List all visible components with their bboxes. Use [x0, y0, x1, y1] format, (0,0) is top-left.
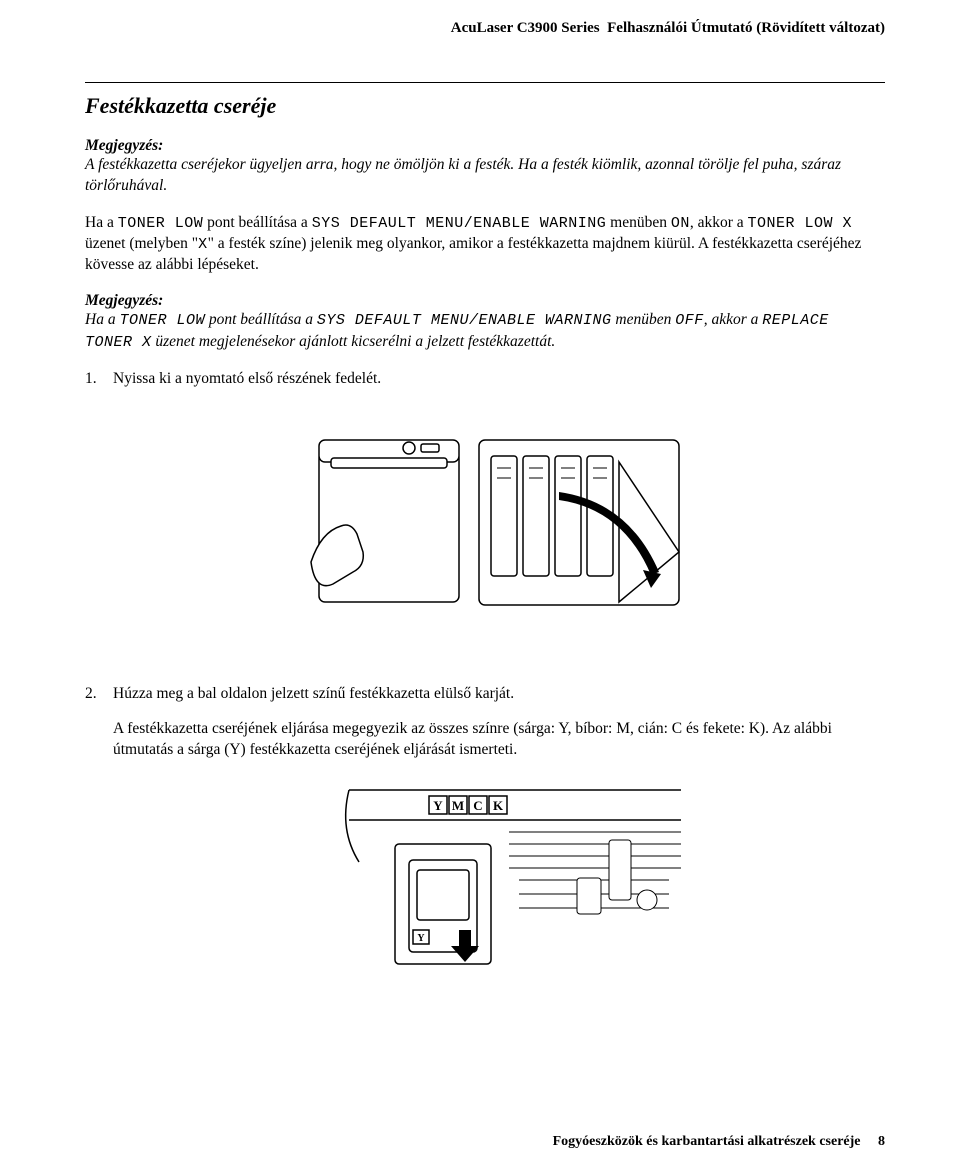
page-footer: Fogyóeszközök és karbantartási alkatrész… — [553, 1134, 885, 1150]
step-text: Nyissa ki a nyomtató első részének fedel… — [113, 370, 381, 387]
code-on: ON — [671, 215, 690, 232]
figure-open-front — [113, 412, 885, 632]
step-number: 1. — [85, 369, 97, 390]
page-header: AcuLaser C3900 Series Felhasználói Útmut… — [85, 20, 885, 82]
step-2-extra: A festékkazetta cseréjének eljárása mege… — [113, 719, 885, 761]
note-2: Megjegyzés: Ha a TONER LOW pont beállítá… — [85, 292, 885, 353]
step-number: 2. — [85, 684, 97, 705]
note-label: Megjegyzés: — [85, 137, 885, 155]
code-enable-warning: ENABLE WARNING — [478, 312, 611, 329]
page-number: 8 — [878, 1134, 885, 1149]
step-1: 1. Nyissa ki a nyomtató első részének fe… — [85, 369, 885, 632]
code-enable-warning: ENABLE WARNING — [473, 215, 606, 232]
ymck-m-label: M — [452, 798, 464, 813]
figure-toner-lever: Y M C K Y — [113, 780, 885, 990]
code-toner-low: TONER LOW — [118, 215, 204, 232]
ymck-y-label: Y — [433, 798, 443, 813]
note-body: A festékkazetta cseréjekor ügyeljen arra… — [85, 155, 885, 197]
code-sys-default-menu: SYS DEFAULT MENU — [317, 312, 469, 329]
note-label: Megjegyzés: — [85, 292, 885, 310]
printer-open-front-icon — [309, 412, 689, 632]
paragraph-toner-low-on: Ha a TONER LOW pont beállítása a SYS DEF… — [85, 213, 885, 276]
step-text: Húzza meg a bal oldalon jelzett színű fe… — [113, 685, 514, 702]
ymck-k-label: K — [493, 798, 504, 813]
ymck-c-label: C — [473, 798, 482, 813]
note-1: Megjegyzés: A festékkazetta cseréjekor ü… — [85, 137, 885, 197]
note-body: Ha a TONER LOW pont beállítása a SYS DEF… — [85, 310, 885, 353]
code-sys-default-menu: SYS DEFAULT MENU — [312, 215, 464, 232]
section-heading: Festékkazetta cseréje — [85, 93, 885, 119]
product-name: AcuLaser C3900 Series — [451, 20, 600, 36]
footer-text: Fogyóeszközök és karbantartási alkatrész… — [553, 1134, 861, 1149]
code-toner-low-x: TONER LOW X — [748, 215, 853, 232]
code-off: OFF — [675, 312, 704, 329]
section-rule — [85, 82, 885, 83]
small-y-label: Y — [417, 933, 425, 944]
code-x: X — [198, 236, 208, 253]
step-2: 2. Húzza meg a bal oldalon jelzett színű… — [85, 684, 885, 991]
steps-list: 1. Nyissa ki a nyomtató első részének fe… — [85, 369, 885, 991]
toner-lever-icon: Y M C K Y — [309, 780, 689, 990]
code-toner-low: TONER LOW — [119, 312, 205, 329]
doc-title: Felhasználói Útmutató (Rövidített változ… — [607, 20, 885, 36]
